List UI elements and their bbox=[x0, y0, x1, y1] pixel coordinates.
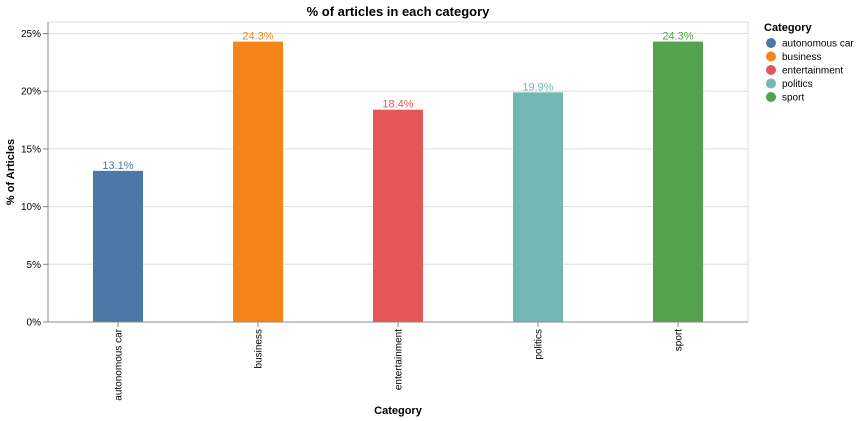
y-tick-label: 10% bbox=[21, 202, 41, 213]
chart-title: % of articles in each category bbox=[307, 4, 491, 19]
bar-value-label: 18.4% bbox=[382, 99, 413, 111]
y-tick-label: 5% bbox=[27, 260, 42, 271]
legend-item[interactable]: entertainment bbox=[766, 65, 843, 77]
y-tick-label: 15% bbox=[21, 144, 41, 155]
bar bbox=[233, 41, 283, 322]
legend-swatch bbox=[766, 38, 776, 48]
x-axis-ticks: autonomous car business entertainment polit… bbox=[114, 322, 685, 401]
legend-item[interactable]: autonomous car bbox=[766, 38, 854, 50]
bar bbox=[373, 109, 423, 322]
legend-swatch bbox=[766, 51, 776, 62]
bar-value-label: 13.1% bbox=[102, 160, 133, 172]
legend-items: autonomous car business entertainment polit… bbox=[766, 38, 854, 104]
bar bbox=[513, 92, 563, 322]
legend-item[interactable]: sport bbox=[766, 92, 804, 104]
x-tick-label: politics bbox=[534, 329, 545, 360]
plot-area: 13.1% 24.3% 18.4% 19.9% 24.3% 0% 5% 10% 15% 20% 2… bbox=[21, 21, 749, 401]
bar-value-label: 24.3% bbox=[662, 31, 693, 43]
x-tick-label: autonomous car bbox=[114, 328, 125, 400]
bar-value-label: 19.9% bbox=[522, 81, 553, 93]
legend: Category autonomous car business entertain… bbox=[764, 22, 854, 104]
x-tick-label: business bbox=[254, 329, 265, 368]
bar-labels: 13.1% 24.3% 18.4% 19.9% 24.3% bbox=[102, 31, 693, 172]
bar bbox=[93, 170, 143, 322]
legend-label: sport bbox=[782, 93, 804, 104]
legend-item[interactable]: politics bbox=[766, 78, 813, 91]
y-tick-label: 0% bbox=[27, 318, 42, 329]
x-tick-label: entertainment bbox=[394, 329, 405, 390]
bar bbox=[653, 41, 703, 322]
y-tick-label: 25% bbox=[21, 29, 41, 40]
y-tick-label: 20% bbox=[21, 87, 41, 98]
bar-value-label: 24.3% bbox=[242, 31, 273, 43]
legend-label: entertainment bbox=[782, 66, 843, 77]
legend-title: Category bbox=[764, 22, 813, 34]
legend-swatch bbox=[766, 78, 776, 89]
legend-label: autonomous car bbox=[782, 39, 854, 50]
legend-swatch bbox=[766, 92, 776, 102]
legend-item[interactable]: business bbox=[766, 51, 821, 64]
y-axis-ticks: 0% 5% 10% 15% 20% 25% bbox=[21, 29, 48, 329]
legend-label: politics bbox=[782, 79, 813, 90]
y-axis-title: % of Articles bbox=[5, 139, 17, 205]
legend-label: business bbox=[782, 52, 821, 63]
bars bbox=[93, 41, 703, 322]
x-axis-title: Category bbox=[374, 405, 423, 417]
legend-swatch bbox=[766, 65, 776, 75]
x-tick-label: sport bbox=[674, 329, 685, 351]
